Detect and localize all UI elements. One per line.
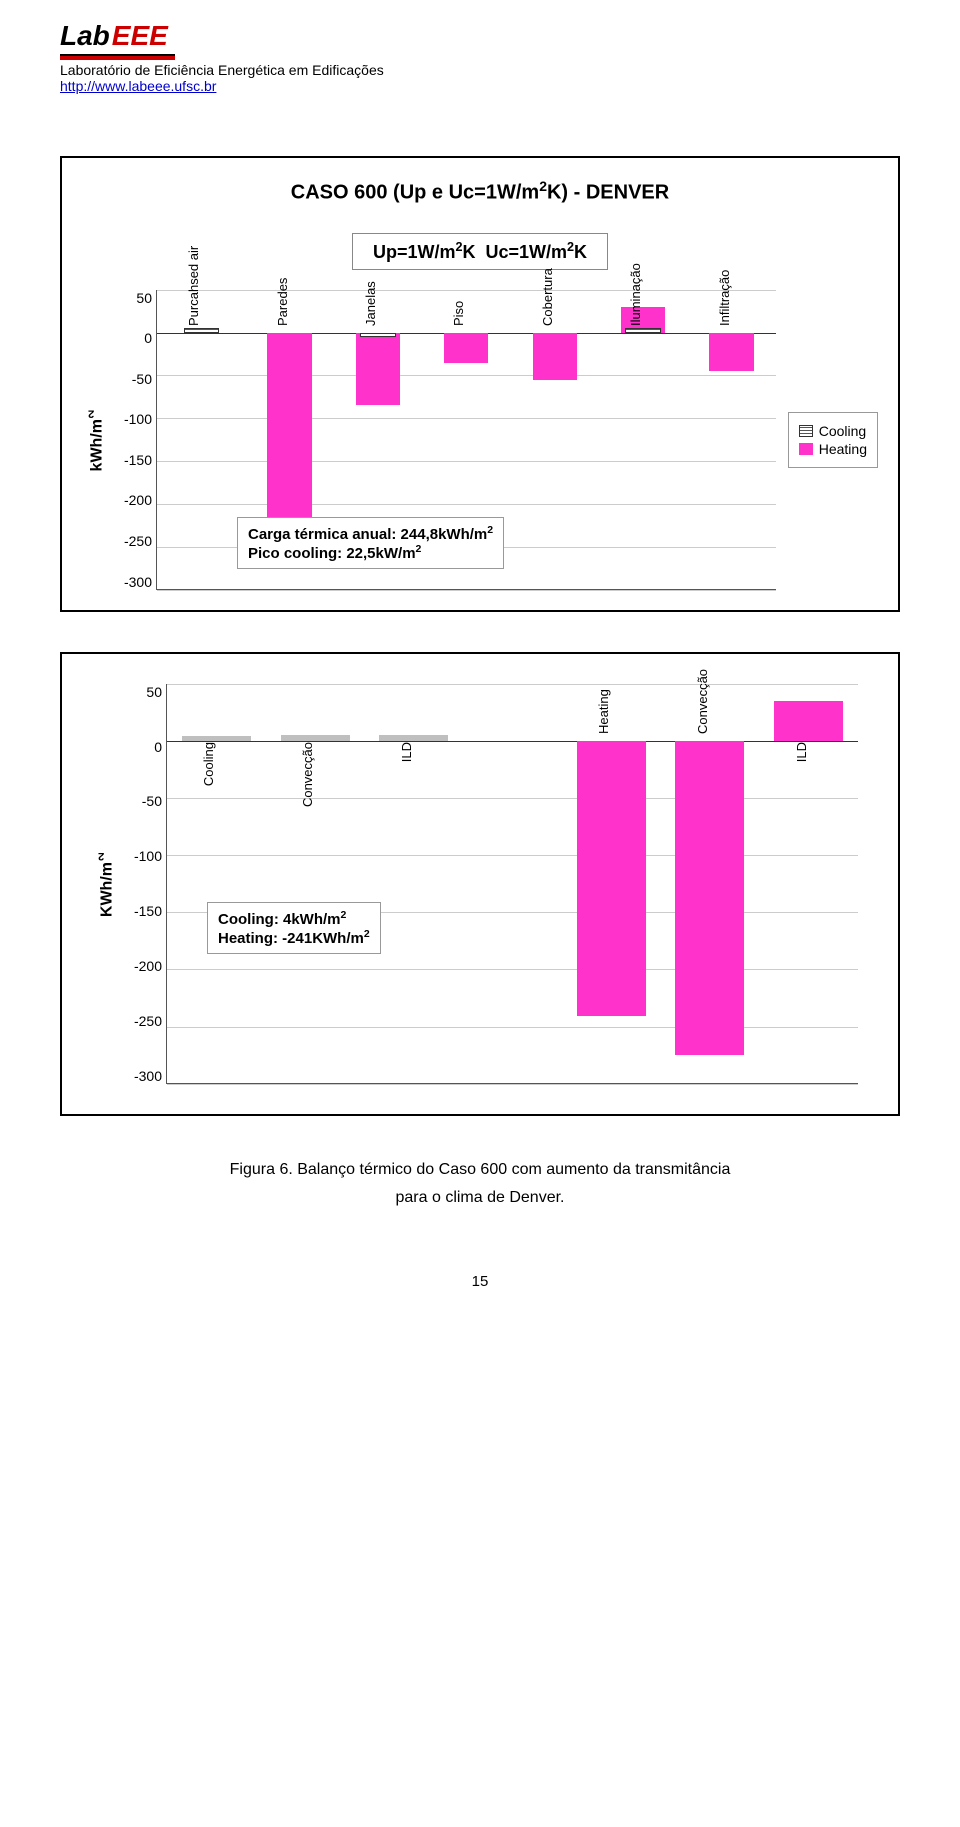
legend-cooling: Cooling xyxy=(799,423,867,439)
chart1-category-label: Purcahsed air xyxy=(186,245,201,325)
chart2-plot: Cooling Convecção ILD Heating Convecção ILD Co… xyxy=(166,684,858,1084)
figure-caption: Figura 6. Balanço térmico do Caso 600 co… xyxy=(60,1156,900,1214)
legend-cooling-label: Cooling xyxy=(819,423,866,439)
chart1-category-label: Janelas xyxy=(363,281,378,326)
chart2-panel: KWh/m2 500-50-100-150-200-250-300 Coolin… xyxy=(60,652,900,1116)
chart1-bar xyxy=(625,328,660,332)
page: LabEEE Laboratório de Eficiência Energét… xyxy=(0,0,960,1330)
chart2-overlay: Cooling: 4kWh/m2Heating: -241KWh/m2 xyxy=(207,902,381,954)
chart2-bar-slot: Cooling xyxy=(167,684,266,1083)
chart2-bar xyxy=(281,735,350,741)
chart1-bar xyxy=(709,333,753,372)
chart2-bar xyxy=(182,736,251,741)
chart2-bar-slot: Convecção xyxy=(266,684,365,1083)
chart1-bar-slot: Cobertura xyxy=(511,290,599,589)
chart2-bar-slot: Heating xyxy=(562,684,661,1083)
chart1-title: CASO 600 (Up e Uc=1W/m2K) - DENVER xyxy=(82,178,878,205)
chart1-row: kWh/m2 500-50-100-150-200-250-300 Purcah… xyxy=(82,290,878,590)
chart1-subtitle: Up=1W/m2K Uc=1W/m2K xyxy=(352,233,608,270)
chart2-category-label: ILD xyxy=(399,742,414,762)
chart1-legend: Cooling Heating xyxy=(788,412,878,468)
chart2-bar-slot xyxy=(463,684,562,1083)
chart2-row: KWh/m2 500-50-100-150-200-250-300 Coolin… xyxy=(92,684,858,1084)
chart1-plot: Purcahsed airParedesJanelasPisoCobertura… xyxy=(156,290,776,590)
chart1-category-label: Infiltração xyxy=(717,269,732,325)
chart1-bar xyxy=(267,333,311,547)
chart1-panel: CASO 600 (Up e Uc=1W/m2K) - DENVER Up=1W… xyxy=(60,156,900,612)
chart2-bar xyxy=(774,701,843,741)
caption-line1: Figura 6. Balanço térmico do Caso 600 co… xyxy=(230,1161,731,1178)
chart1-bar xyxy=(356,333,400,406)
chart2-category-label: Heating xyxy=(596,689,611,734)
chart1-category-label: Piso xyxy=(451,300,466,325)
lab-name: Laboratório de Eficiência Energética em … xyxy=(60,62,900,78)
logo: LabEEE xyxy=(60,20,900,52)
chart2-bar xyxy=(577,741,646,1016)
chart2-category-label: Convecção xyxy=(300,742,315,807)
chart2-bar-slot: ILD xyxy=(759,684,858,1083)
chart2-bar-slot: Convecção xyxy=(661,684,760,1083)
legend-heating-label: Heating xyxy=(819,441,867,457)
chart2-yticks: 500-50-100-150-200-250-300 xyxy=(122,684,166,1084)
chart2-ylabel: KWh/m2 xyxy=(92,850,122,917)
chart2-category-label: Cooling xyxy=(201,742,216,786)
chart1-subtitle-wrap: Up=1W/m2K Uc=1W/m2K xyxy=(82,233,878,290)
chart1-bar xyxy=(360,333,395,337)
logo-eee-text: EEE xyxy=(112,20,168,52)
chart1-bar xyxy=(533,333,577,380)
chart1-category-label: Iluminação xyxy=(628,263,643,326)
swatch-pink xyxy=(799,443,813,455)
chart2-category-label: ILD xyxy=(794,742,809,762)
chart1-bar xyxy=(444,333,488,363)
chart2-category-label: Convecção xyxy=(695,669,710,734)
caption-line2: para o clima de Denver. xyxy=(396,1189,565,1206)
chart1-bar-slot: Infiltração xyxy=(687,290,775,589)
legend-heating: Heating xyxy=(799,441,867,457)
page-header: LabEEE Laboratório de Eficiência Energét… xyxy=(60,20,900,96)
lab-link[interactable]: http://www.labeee.ufsc.br xyxy=(60,78,216,94)
chart1-bar xyxy=(184,328,219,332)
logo-rule-red xyxy=(60,56,175,60)
swatch-hatch xyxy=(799,425,813,437)
logo-lab-text: Lab xyxy=(60,20,110,52)
chart2-bar xyxy=(675,741,744,1055)
chart1-ylabel: kWh/m2 xyxy=(82,407,112,471)
chart1-category-label: Cobertura xyxy=(540,268,555,326)
chart2-bar-slot: ILD xyxy=(364,684,463,1083)
chart1-overlay: Carga térmica anual: 244,8kWh/m2Pico coo… xyxy=(237,517,504,569)
chart1-yticks: 500-50-100-150-200-250-300 xyxy=(112,290,156,590)
chart1-bar-slot: Iluminação xyxy=(599,290,687,589)
chart1-bar-slot: Purcahsed air xyxy=(157,290,245,589)
chart2-bar xyxy=(379,735,448,741)
chart1-category-label: Paredes xyxy=(275,277,290,325)
page-number: 15 xyxy=(60,1273,900,1290)
